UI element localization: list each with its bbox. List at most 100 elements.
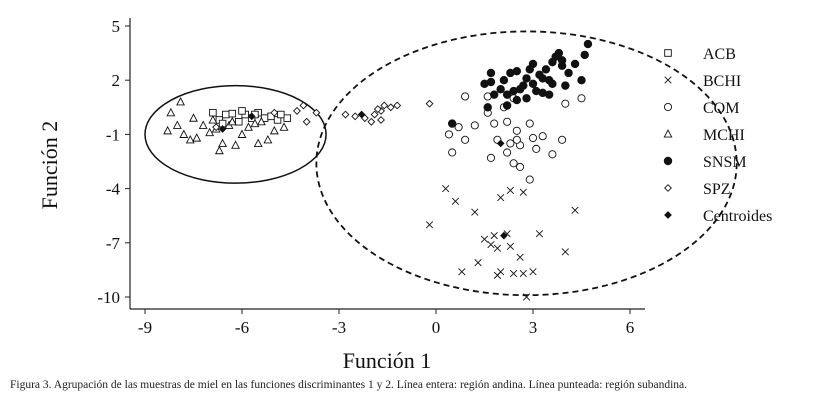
point-snsm xyxy=(577,75,586,85)
point-bchi xyxy=(506,242,514,251)
point-mchi xyxy=(176,97,186,106)
point-snsm xyxy=(512,95,522,105)
point-com xyxy=(548,150,557,159)
point-spz xyxy=(302,117,311,126)
scatter-chart: -9 -6 -3 0 3 6 5 2 -1 -4 -7 -10 Función 1 Función 2… xyxy=(37,17,772,373)
point-spz xyxy=(370,110,379,119)
legend-label: Centroides xyxy=(703,208,772,225)
point-snsm xyxy=(522,94,531,103)
point-com xyxy=(532,144,541,153)
y-tick-label: -10 xyxy=(97,288,120,307)
point-centroides xyxy=(218,125,227,133)
point-mchi xyxy=(189,113,198,122)
point-bchi xyxy=(490,231,498,240)
point-spz xyxy=(270,108,279,117)
point-spz xyxy=(377,116,385,124)
point-spz xyxy=(299,101,308,110)
point-snsm xyxy=(557,56,567,65)
point-mchi xyxy=(227,116,237,126)
point-com xyxy=(503,117,512,126)
point-spz xyxy=(380,101,389,110)
point-mchi xyxy=(256,116,266,126)
data-points xyxy=(163,39,593,301)
legend-marker-acb xyxy=(664,49,672,57)
point-com xyxy=(454,123,463,132)
point-snsm xyxy=(480,79,489,89)
point-spz xyxy=(393,101,402,110)
point-com xyxy=(561,99,570,108)
point-snsm xyxy=(583,39,593,49)
point-snsm xyxy=(570,59,580,69)
legend-marker-com xyxy=(663,102,673,112)
point-snsm xyxy=(522,74,531,83)
legend-marker-spz xyxy=(664,184,672,192)
point-centroides xyxy=(357,110,366,119)
point-bchi xyxy=(487,240,495,249)
y-tick-label: 2 xyxy=(112,71,121,90)
point-com xyxy=(448,148,457,157)
point-acb xyxy=(209,108,217,117)
point-spz xyxy=(293,106,301,115)
point-snsm xyxy=(564,68,573,78)
point-centroides xyxy=(247,112,256,121)
point-com xyxy=(577,94,586,103)
x-axis-title: Función 1 xyxy=(343,348,432,373)
point-snsm xyxy=(496,85,505,94)
point-snsm xyxy=(447,119,457,128)
y-tick-label: -7 xyxy=(106,234,121,253)
point-com xyxy=(444,130,453,139)
point-snsm xyxy=(502,101,512,110)
legend: ACB BCHI COM MCHI SNSM SPZ Centroides xyxy=(663,46,772,225)
point-bchi xyxy=(571,206,579,214)
point-mchi xyxy=(263,134,273,144)
legend-label: COM xyxy=(703,100,739,117)
region-andina-ellipse xyxy=(144,84,327,184)
point-bchi xyxy=(451,197,460,205)
point-mchi xyxy=(218,138,228,147)
point-acb xyxy=(235,118,243,126)
legend-item-spz: SPZ xyxy=(664,181,731,198)
point-snsm xyxy=(499,75,509,85)
point-com xyxy=(538,132,547,141)
point-com xyxy=(558,135,567,144)
legend-item-centroides: Centroides xyxy=(664,208,772,225)
point-spz xyxy=(367,117,376,126)
point-com xyxy=(528,133,538,143)
point-mchi xyxy=(269,125,279,135)
point-bchi xyxy=(519,188,527,196)
point-mchi xyxy=(250,118,260,128)
point-com xyxy=(525,119,534,128)
point-snsm xyxy=(525,65,534,74)
point-bchi xyxy=(471,208,479,216)
axis-ticks: -9 -6 -3 0 3 6 5 2 -1 -4 -7 -10 xyxy=(97,17,634,337)
point-snsm xyxy=(502,90,512,99)
legend-item-bchi: BCHI xyxy=(664,73,741,90)
legend-label: BCHI xyxy=(703,73,741,90)
point-bchi xyxy=(506,186,514,195)
point-acb xyxy=(277,110,285,119)
y-axis-title: Función 2 xyxy=(37,121,62,210)
point-com xyxy=(486,153,496,162)
point-bchi xyxy=(519,269,527,278)
point-spz xyxy=(212,123,221,132)
point-mchi xyxy=(192,133,202,142)
point-mchi xyxy=(205,127,215,137)
legend-marker-bchi xyxy=(664,76,672,84)
point-snsm xyxy=(541,65,551,74)
point-mchi xyxy=(231,140,240,149)
point-snsm xyxy=(544,90,554,99)
point-com xyxy=(509,159,518,168)
point-centroides xyxy=(500,231,508,240)
point-spz xyxy=(425,99,434,108)
point-snsm xyxy=(515,85,525,94)
point-snsm xyxy=(538,74,547,83)
point-bchi xyxy=(493,244,502,252)
point-mchi xyxy=(172,120,182,129)
point-spz xyxy=(351,112,360,121)
point-bchi xyxy=(480,235,489,243)
point-com xyxy=(516,162,525,171)
point-bchi xyxy=(425,221,434,229)
point-snsm xyxy=(551,52,560,61)
point-snsm xyxy=(486,68,496,78)
figure-caption: Figura 3. Agrupación de las muestras de … xyxy=(10,379,688,391)
